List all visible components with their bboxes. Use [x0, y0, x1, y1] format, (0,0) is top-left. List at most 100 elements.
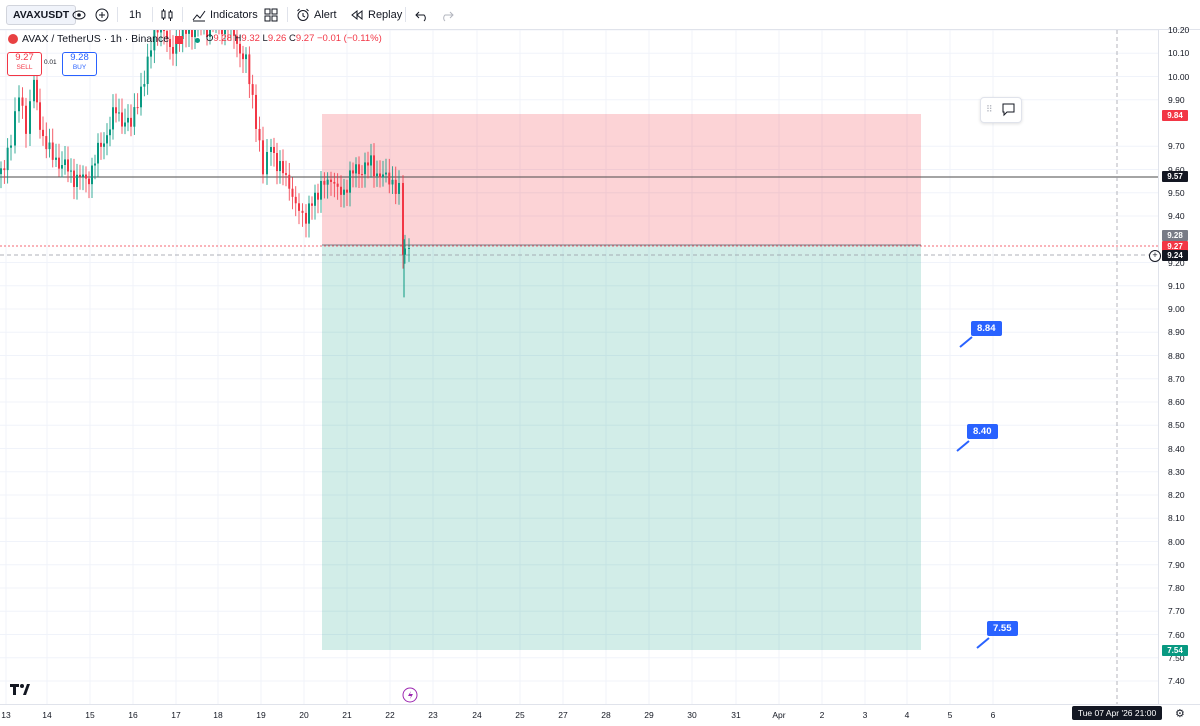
chart-pane[interactable] — [0, 30, 1158, 704]
candle-body — [67, 159, 69, 172]
callout-label-3[interactable]: 7.55 — [987, 621, 1018, 636]
price-axis-label: 9.60 — [1168, 164, 1185, 175]
candle-body — [206, 30, 208, 37]
candle-body — [6, 147, 9, 171]
price-axis-label: 8.80 — [1168, 350, 1185, 361]
candle-body — [133, 107, 136, 127]
time-axis-label: 24 — [472, 710, 482, 720]
sell-button[interactable]: 9.27 SELL — [7, 52, 42, 76]
redo-icon[interactable] — [440, 0, 454, 29]
candle-body — [136, 107, 139, 109]
candle-body — [224, 30, 226, 35]
interval-button[interactable]: 1h — [129, 8, 142, 21]
candle-body — [408, 247, 410, 249]
candle-body — [94, 163, 96, 166]
time-axis-label: 21 — [342, 710, 352, 720]
price-axis-label: 8.00 — [1168, 536, 1185, 547]
candle-body — [45, 136, 48, 150]
candle-body — [3, 168, 6, 171]
time-axis-label: 18 — [213, 710, 223, 720]
price-axis-label: 7.50 — [1168, 652, 1185, 663]
settings-gear-icon[interactable]: ⚙ — [1175, 708, 1185, 720]
price-axis-label: 7.90 — [1168, 559, 1185, 570]
undo-icon[interactable] — [415, 0, 429, 29]
time-axis-label: 2 — [819, 710, 825, 720]
callout-pointer-3 — [976, 637, 990, 649]
candle-body — [245, 54, 247, 60]
callout-label-2[interactable]: 8.40 — [967, 424, 998, 439]
candle-body — [282, 161, 284, 174]
time-axis-label: 29 — [644, 710, 654, 720]
time-axis-label: 16 — [128, 710, 138, 720]
price-axis[interactable] — [1158, 30, 1200, 704]
time-axis[interactable] — [0, 704, 1200, 726]
candle-body — [163, 30, 165, 32]
tradingview-logo — [10, 684, 30, 695]
candle-body — [301, 210, 304, 213]
candle-body — [402, 182, 404, 255]
price-axis-label: 8.30 — [1168, 466, 1185, 477]
indicators-button[interactable]: Indicators — [192, 0, 258, 29]
layout-templates-icon[interactable] — [264, 0, 278, 29]
candle-body — [25, 105, 27, 134]
candle-body — [10, 145, 12, 148]
candle-body — [361, 174, 363, 176]
candle-body — [150, 50, 152, 57]
candle-body — [112, 107, 114, 130]
candle-body — [172, 46, 174, 54]
price-axis-label: 10.10 — [1168, 48, 1190, 59]
symbol-search-button[interactable]: AVAXUSDT — [6, 5, 77, 25]
compare-icon[interactable] — [72, 0, 86, 29]
price-axis-label: 8.70 — [1168, 373, 1185, 384]
price-axis-label: 9.20 — [1168, 257, 1185, 268]
candle-body — [320, 180, 322, 200]
callout-pointer-1 — [959, 336, 973, 348]
candle-body — [29, 101, 31, 134]
drag-handle-icon[interactable]: ⠿ — [986, 104, 993, 114]
candle-body — [33, 79, 35, 102]
time-axis-label: 30 — [687, 710, 697, 720]
candles — [0, 30, 410, 298]
alarm-clock-icon — [297, 8, 309, 21]
callout-label-1[interactable]: 8.84 — [971, 321, 1002, 336]
candle-body — [276, 153, 278, 172]
candle-body — [58, 157, 60, 169]
alert-label: Alert — [314, 8, 337, 21]
add-alert-plus-icon[interactable]: + — [1149, 250, 1161, 262]
candles-icon[interactable] — [160, 0, 174, 29]
candle-body — [326, 179, 329, 185]
candle-body — [355, 164, 357, 174]
time-axis-label: 4 — [904, 710, 910, 720]
candle-body — [221, 30, 223, 35]
candle-body — [39, 102, 41, 130]
price-chart[interactable] — [0, 30, 1158, 704]
candle-body — [51, 142, 54, 160]
candle-body — [251, 84, 254, 95]
candle-body — [370, 155, 372, 166]
candle-body — [288, 174, 291, 189]
candle-body — [373, 155, 375, 177]
candle-body — [248, 54, 251, 85]
add-symbol-icon[interactable] — [95, 0, 109, 29]
last-price-tag: 9.27 — [1162, 241, 1188, 252]
replay-button[interactable]: Replay — [350, 0, 402, 29]
candle-body — [376, 173, 378, 177]
buy-button[interactable]: 9.28 BUY — [62, 52, 97, 76]
floating-drawing-toolbar[interactable]: ⠿ — [980, 97, 1022, 123]
chart-grid — [0, 30, 1158, 704]
candle-body — [166, 31, 168, 39]
stop-loss-zone — [322, 114, 921, 245]
candle-body — [153, 30, 156, 51]
price-axis-label: 10.00 — [1168, 71, 1190, 82]
candle-body — [106, 135, 108, 144]
symbol-legend[interactable]: AVAX / TetherUS · 1h · Binance — [8, 33, 169, 45]
candle-body — [358, 164, 360, 175]
candle-body — [121, 112, 123, 127]
time-axis-label: 25 — [515, 710, 525, 720]
live-dot — [195, 38, 200, 43]
candle-body — [48, 142, 51, 150]
candle-body — [349, 170, 351, 193]
ohlc-values: O9.28 H9.32 L9.26 C9.27 −0.01 (−0.11%) — [206, 33, 382, 44]
comment-icon[interactable] — [1001, 102, 1016, 117]
alert-button[interactable]: Alert — [296, 0, 337, 29]
